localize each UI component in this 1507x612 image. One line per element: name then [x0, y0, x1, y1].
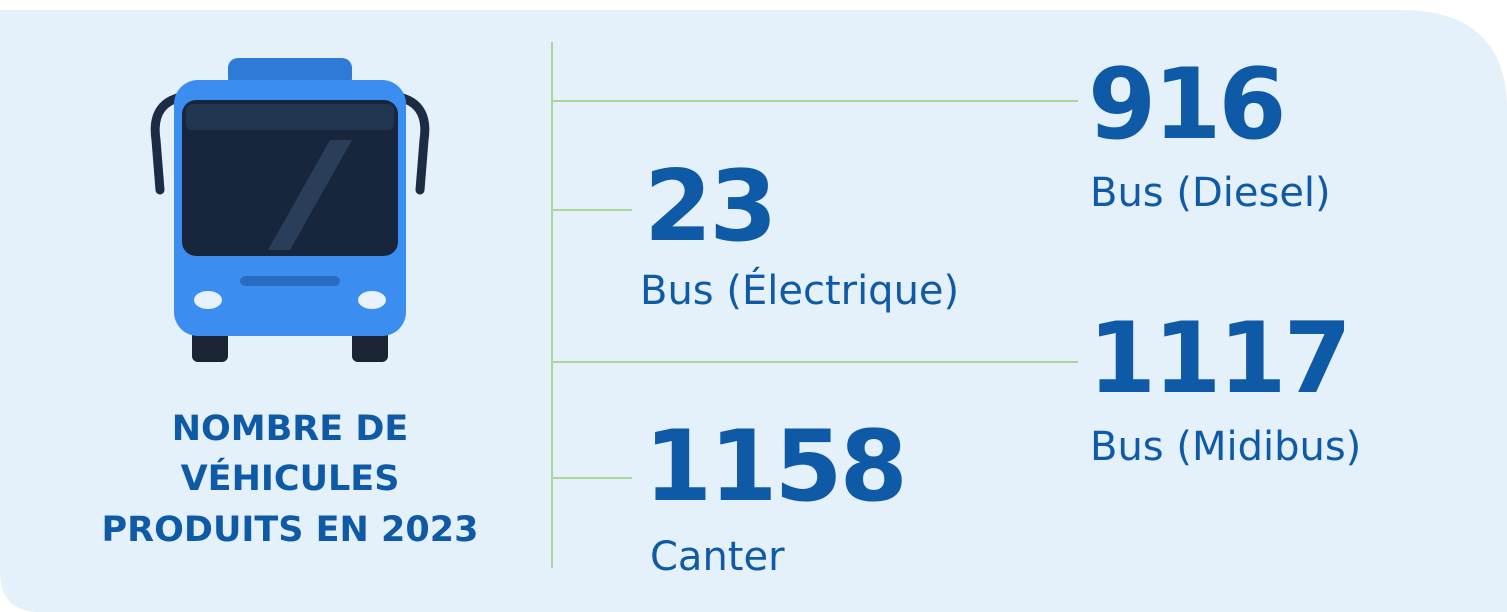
stat-value: 23 — [644, 150, 774, 264]
title-line: PRODUITS EN 2023 — [102, 510, 479, 550]
bus-icon — [150, 58, 430, 362]
stat-label: Bus (Électrique) — [640, 266, 959, 314]
headlight-left — [194, 291, 222, 309]
stat-value: 916 — [1088, 48, 1284, 162]
title-line: VÉHICULES — [181, 457, 400, 499]
stat-label: Bus (Midibus) — [1090, 424, 1361, 470]
headlight-right — [358, 291, 386, 309]
stat-value: 1117 — [1088, 302, 1349, 416]
grille — [240, 276, 340, 286]
windshield — [182, 100, 398, 256]
stat-value: 1158 — [644, 410, 905, 524]
stat-label: Canter — [650, 534, 785, 580]
glare — [268, 140, 352, 250]
title-line: NOMBRE DE — [172, 409, 409, 449]
stat-label: Bus (Diesel) — [1090, 170, 1331, 216]
sign-panel — [186, 104, 394, 130]
